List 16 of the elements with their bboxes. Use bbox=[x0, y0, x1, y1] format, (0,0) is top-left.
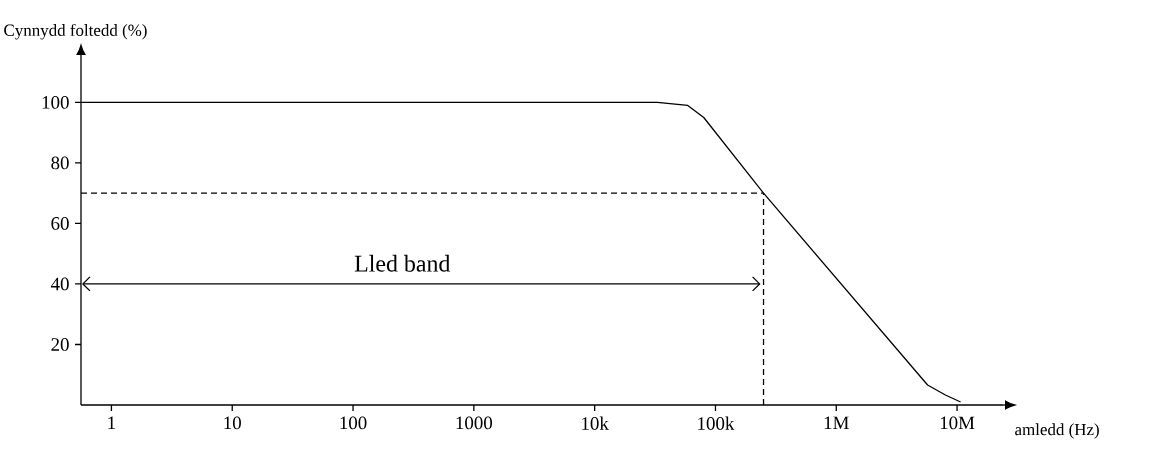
annotation: Lled band bbox=[354, 254, 451, 272]
x-tick-label: 10M bbox=[940, 416, 975, 430]
y-tick-label: 40 bbox=[50, 277, 69, 291]
y-tick-label: 100 bbox=[42, 96, 69, 109]
x-tick-label: 10k bbox=[582, 416, 609, 430]
y-axis-title: Cynnydd foltedd (%) bbox=[4, 23, 147, 40]
y-tick-label: 60 bbox=[51, 217, 69, 230]
y-tick-label: 80 bbox=[51, 156, 69, 170]
y-tick-label: 20 bbox=[51, 338, 69, 351]
x-tick-label: 100 bbox=[340, 416, 367, 430]
x-tick-label: 1 bbox=[108, 416, 116, 430]
x-tick-label: 1M bbox=[824, 416, 849, 430]
x-tick-label: 10 bbox=[224, 416, 241, 430]
x-axis-title: amledd (Hz) bbox=[1015, 423, 1099, 439]
x-tick-label: 100k bbox=[698, 416, 735, 430]
x-tick-label: 1000 bbox=[456, 416, 493, 430]
